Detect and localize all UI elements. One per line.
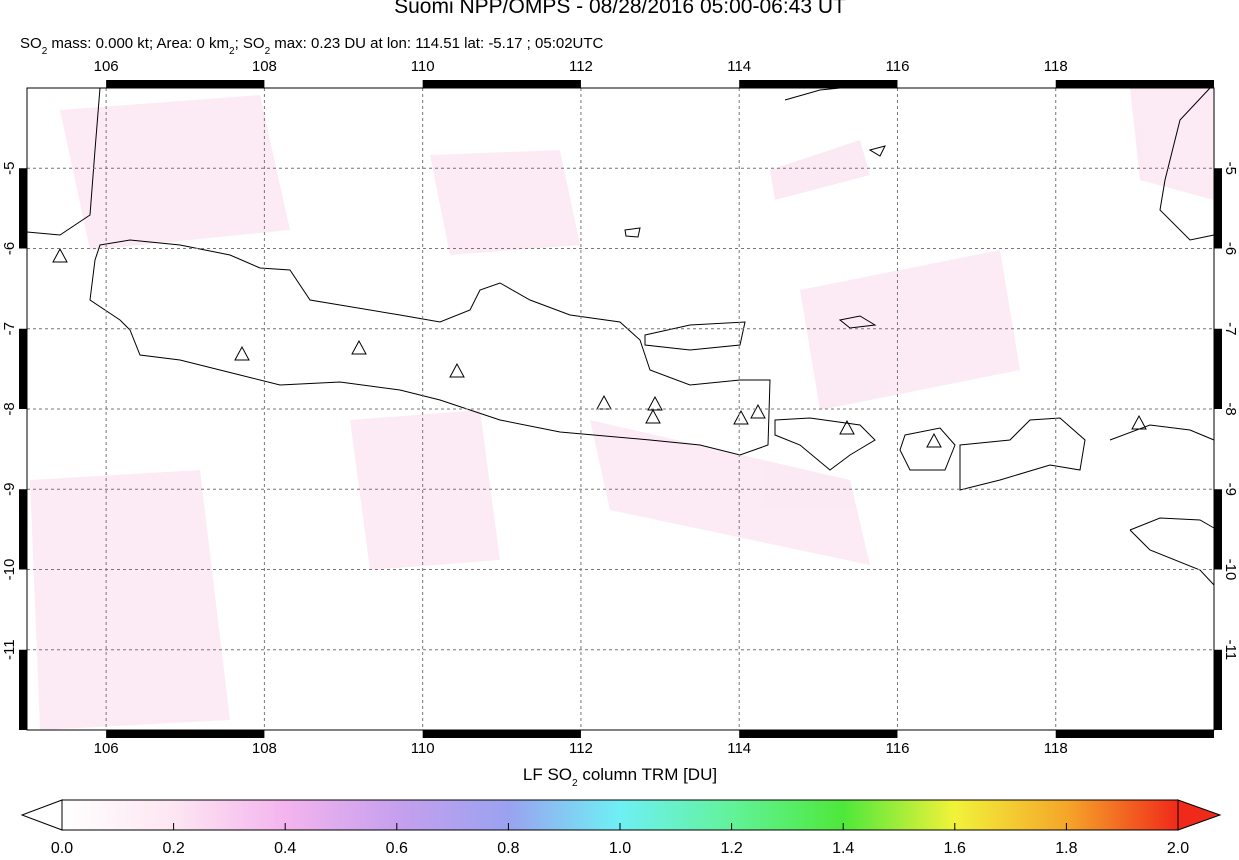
- lon-label-top: 114: [727, 58, 751, 75]
- lon-label-bottom: 106: [94, 740, 119, 757]
- lon-label-top: 110: [411, 58, 435, 75]
- frame-bar-bottom: [739, 730, 898, 738]
- swath: [350, 410, 500, 570]
- lon-label-top: 106: [94, 58, 119, 75]
- swath: [590, 420, 870, 565]
- lat-label-left: -6: [1, 242, 18, 255]
- subtitle: SO2 mass: 0.000 kt; Area: 0 km2; SO2 max…: [20, 35, 604, 57]
- frame-bar-left: [19, 489, 27, 570]
- coastlines: [26, 87, 1215, 586]
- colorbar-tick-label: 2.0: [1167, 840, 1189, 855]
- frame-bar-left: [19, 168, 27, 249]
- text-part: ; SO: [235, 35, 265, 52]
- swath: [60, 95, 290, 250]
- lon-label-top: 112: [569, 58, 593, 75]
- colorbar-tick-label: 1.2: [720, 840, 742, 855]
- frame-bar-top: [106, 80, 265, 88]
- lat-label-left: -8: [1, 402, 18, 415]
- lat-label-left: -9: [1, 483, 18, 496]
- coastline-borneo: [784, 87, 1215, 241]
- lon-label-bottom: 116: [886, 740, 910, 757]
- colorbar-tick-label: 1.8: [1055, 840, 1077, 855]
- coastline-sumatra: [26, 87, 101, 236]
- frame-bar-top: [1055, 80, 1214, 88]
- frame-bars: [19, 80, 1222, 738]
- lat-label-left: -7: [1, 322, 18, 335]
- text-part: mass: 0.000 kt; Area: 0 km: [47, 35, 229, 52]
- swath: [800, 250, 1020, 410]
- frame-bar-left: [19, 328, 27, 409]
- subscript: 2: [572, 778, 578, 789]
- frame-bar-bottom: [1055, 730, 1214, 738]
- colorbar-gradient: [62, 800, 1178, 830]
- swaths: [30, 88, 1214, 730]
- coastline-madura: [644, 321, 746, 351]
- frame-bar-top: [739, 80, 898, 88]
- lon-label-bottom: 110: [411, 740, 435, 757]
- coastline-flores: [1109, 424, 1215, 441]
- lon-label-bottom: 112: [569, 740, 593, 757]
- lat-label-left: -11: [1, 639, 18, 660]
- colorbar-tick-label: 0.2: [162, 840, 184, 855]
- lon-label-bottom: 108: [252, 740, 277, 757]
- frame-bar-right: [1214, 649, 1222, 730]
- frame-bar-bottom: [422, 730, 581, 738]
- lon-label-top: 116: [886, 58, 910, 75]
- swath: [1130, 88, 1214, 200]
- frame-bar-right: [1214, 168, 1222, 249]
- subscript: 2: [265, 46, 271, 57]
- colorbar-low-arrow: [20, 799, 63, 831]
- frame-bar-right: [1214, 489, 1222, 570]
- lon-label-bottom: 118: [1044, 740, 1068, 757]
- axis-labels: 106 106 108 108 110 110 112 112 114 114 116 116 118 1…: [1, 58, 1239, 757]
- title: Suomi NPP/OMPS - 08/28/2016 05:00-06:43 …: [394, 0, 846, 18]
- swath: [430, 150, 580, 255]
- colorbar-tick-label: 1.6: [944, 840, 966, 855]
- map-area: [26, 87, 1215, 730]
- frame-bar-bottom: [106, 730, 265, 738]
- colorbar-tick-label: 0.0: [51, 840, 73, 855]
- coastline-sumbawa: [959, 417, 1086, 491]
- colorbar-label: LF SO2 column TRM [DU]: [523, 765, 717, 789]
- lat-label-right: -6: [1222, 242, 1239, 255]
- lat-label-right: -10: [1222, 559, 1239, 581]
- frame-bar-top: [422, 80, 581, 88]
- swath: [30, 470, 230, 730]
- lon-label-top: 118: [1044, 58, 1068, 75]
- text-part: column TRM [DU]: [578, 765, 718, 784]
- grid: [27, 88, 1214, 730]
- frame-bar-right: [1214, 328, 1222, 409]
- lat-label-left: -10: [1, 559, 18, 581]
- swath: [770, 140, 870, 200]
- subscript: 2: [229, 46, 235, 57]
- colorbar: 0.0 0.2 0.4 0.6 0.8 1.0 1.2 1.4 1.6 1.8 2.0: [20, 799, 1222, 857]
- colorbar-tick-label: 1.4: [832, 840, 854, 855]
- text-part: max: 0.23 DU at lon: 114.51 lat: -5.17 ;…: [270, 35, 603, 52]
- text-part: SO: [20, 35, 42, 52]
- lat-label-right: -7: [1222, 322, 1239, 335]
- lat-label-left: -5: [1, 162, 18, 175]
- colorbar-high-arrow: [1177, 799, 1222, 831]
- colorbar-tick-label: 0.8: [497, 840, 519, 855]
- text-part: LF SO: [523, 765, 572, 784]
- lat-label-right: -9: [1222, 483, 1239, 496]
- coastline-java: [89, 239, 771, 456]
- lat-label-right: -11: [1222, 639, 1239, 660]
- lon-label-bottom: 114: [727, 740, 751, 757]
- subscript: 2: [42, 46, 48, 57]
- lat-label-right: -8: [1222, 402, 1239, 415]
- frame-bar-left: [19, 649, 27, 730]
- lat-label-right: -5: [1222, 162, 1239, 175]
- colorbar-tick-label: 0.6: [386, 840, 408, 855]
- coastline-lombok: [899, 427, 956, 471]
- colorbar-tick-label: 0.4: [274, 840, 296, 855]
- lon-label-top: 108: [252, 58, 277, 75]
- coastline-islets: [624, 145, 886, 329]
- coastline-bali: [774, 417, 876, 471]
- coastline-sumba: [1129, 517, 1215, 586]
- colorbar-tick-label: 1.0: [609, 840, 631, 855]
